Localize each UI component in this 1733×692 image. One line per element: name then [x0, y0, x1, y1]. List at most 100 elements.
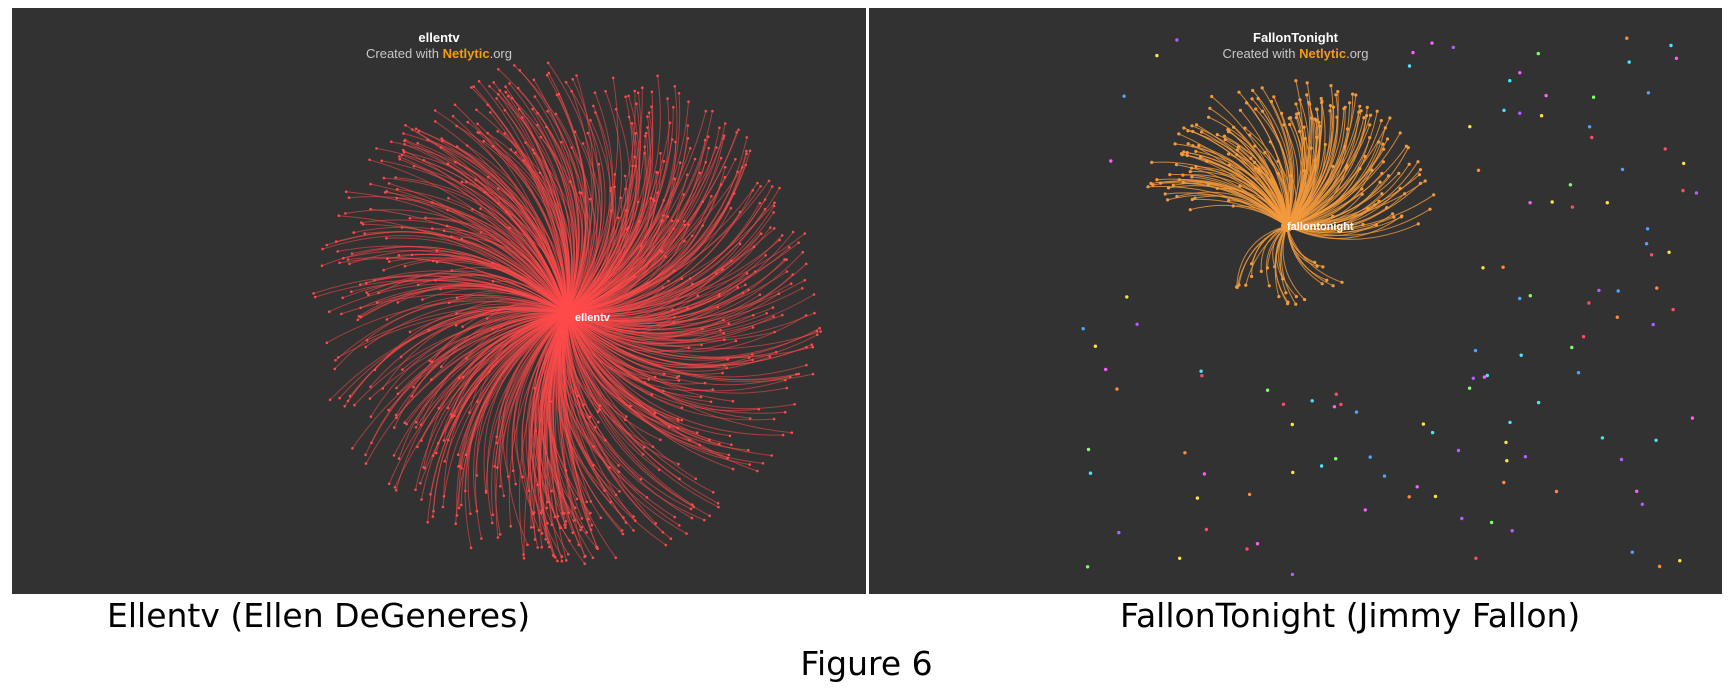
network-node — [597, 420, 600, 424]
network-node — [734, 158, 737, 161]
network-node — [1323, 142, 1327, 147]
network-node — [603, 489, 606, 492]
network-node — [716, 502, 720, 505]
network-node — [803, 278, 807, 282]
isolate-node — [1644, 242, 1649, 246]
hub-label: ellentv — [575, 312, 611, 324]
isolate-node — [1587, 125, 1592, 129]
isolate-node — [1630, 550, 1634, 554]
network-node — [1194, 123, 1199, 127]
network-node — [488, 85, 491, 88]
network-node — [1235, 285, 1239, 289]
network-node — [451, 114, 455, 118]
network-node — [621, 532, 625, 536]
network-node — [639, 478, 643, 481]
isolate-node — [1339, 402, 1343, 407]
network-node — [685, 532, 688, 535]
network-node — [769, 226, 772, 229]
network-node — [643, 145, 647, 149]
network-node — [509, 524, 513, 528]
isolate-node — [1587, 301, 1591, 305]
network-node — [337, 356, 340, 359]
network-node — [1428, 207, 1432, 211]
network-edge — [566, 90, 636, 314]
network-edge — [566, 312, 661, 441]
network-edge — [326, 300, 568, 344]
network-node — [1180, 153, 1184, 157]
network-edge — [566, 147, 595, 314]
network-node — [454, 160, 457, 164]
network-node — [727, 453, 731, 457]
network-node — [745, 152, 748, 155]
network-edge — [498, 188, 568, 314]
network-node — [617, 464, 620, 467]
network-node — [464, 180, 468, 183]
network-node — [625, 415, 628, 418]
network-node — [592, 104, 595, 108]
network-node — [649, 196, 653, 200]
hub-label: fallontonight — [1287, 221, 1354, 233]
network-node — [751, 189, 755, 192]
network-node — [344, 212, 347, 215]
network-node — [477, 80, 481, 83]
isolate-node — [1265, 388, 1270, 392]
network-node — [403, 421, 407, 425]
network-node — [1365, 114, 1369, 118]
credit-suffix: .org — [1346, 46, 1369, 61]
network-edge — [1286, 82, 1312, 227]
network-node — [780, 234, 784, 237]
network-node — [751, 314, 755, 317]
network-node — [683, 239, 686, 243]
network-edge — [388, 312, 568, 411]
network-edge — [566, 312, 730, 437]
network-edge — [1286, 91, 1339, 227]
network-node — [704, 161, 707, 164]
caption-fallontonight: FallonTonight (Jimmy Fallon) — [1120, 596, 1581, 635]
network-node — [1268, 140, 1272, 144]
network-node — [690, 516, 694, 520]
network-node — [1358, 104, 1362, 108]
network-node — [364, 345, 368, 349]
network-node — [1381, 142, 1385, 146]
network-node — [475, 474, 479, 477]
network-edge — [1286, 216, 1395, 232]
network-node — [417, 129, 421, 133]
network-node — [619, 196, 622, 200]
credit-prefix: Created with — [1222, 46, 1296, 61]
network-node — [759, 185, 762, 188]
network-node — [1294, 295, 1298, 299]
network-node — [641, 86, 644, 89]
network-node — [380, 159, 384, 163]
network-node — [686, 137, 690, 140]
network-node — [570, 89, 573, 93]
network-node — [375, 147, 378, 150]
network-node — [594, 111, 597, 114]
network-node — [744, 163, 747, 167]
network-node — [447, 196, 450, 200]
isolate-node — [1086, 447, 1091, 452]
network-node — [1245, 101, 1249, 105]
network-node — [560, 140, 563, 144]
network-node — [1197, 143, 1201, 148]
network-node — [387, 408, 390, 412]
network-node — [650, 90, 654, 94]
network-node — [1227, 152, 1231, 156]
network-node — [785, 270, 789, 273]
network-edge — [1286, 80, 1304, 227]
network-edge — [566, 212, 775, 315]
isolate-node — [1651, 322, 1655, 327]
network-node — [646, 126, 649, 129]
network-node — [731, 399, 735, 403]
network-edge — [1233, 126, 1288, 227]
isolate-node — [1649, 253, 1654, 257]
network-node — [493, 465, 496, 468]
network-node — [531, 107, 534, 111]
network-node — [711, 109, 714, 113]
network-node — [1194, 164, 1198, 169]
isolate-node — [1482, 375, 1487, 379]
network-node — [633, 89, 637, 93]
network-node — [687, 100, 690, 103]
network-node — [758, 293, 762, 297]
network-node — [767, 179, 771, 183]
network-edge — [398, 253, 568, 314]
